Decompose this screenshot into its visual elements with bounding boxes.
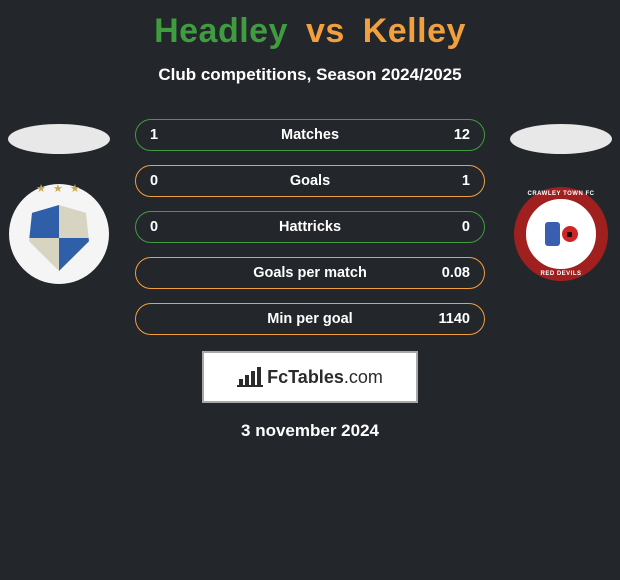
crest-right-outer: CRAWLEY TOWN FC RED DEVILS bbox=[511, 184, 611, 284]
stat-label: Min per goal bbox=[200, 311, 420, 327]
fc-name: FcTables bbox=[267, 367, 344, 387]
crest-ball-icon bbox=[562, 226, 578, 242]
crest-quadrant bbox=[29, 205, 59, 238]
fc-suffix: .com bbox=[344, 367, 383, 387]
stat-left-value: 1 bbox=[150, 127, 200, 143]
bar-chart-icon bbox=[237, 367, 263, 387]
stat-row: 0 Hattricks 0 bbox=[135, 211, 485, 243]
player2-club-crest: CRAWLEY TOWN FC RED DEVILS bbox=[511, 184, 611, 284]
stat-row: 1 Matches 12 bbox=[135, 119, 485, 151]
stat-left-value: 0 bbox=[150, 219, 200, 235]
fctables-badge: FcTables.com bbox=[202, 351, 418, 403]
comparison-card: Headley vs Kelley Club competitions, Sea… bbox=[0, 0, 620, 580]
stat-right-value: 12 bbox=[420, 127, 470, 143]
vs-label: vs bbox=[306, 12, 345, 50]
crest-quadrant bbox=[59, 205, 89, 238]
page-title: Headley vs Kelley bbox=[154, 12, 466, 51]
crest-ring-text-top: CRAWLEY TOWN FC bbox=[511, 191, 611, 197]
ball-pentagon bbox=[567, 232, 572, 237]
crest-inner-content bbox=[541, 217, 581, 251]
stat-label: Matches bbox=[200, 127, 420, 143]
shield-left-icon bbox=[29, 205, 89, 271]
stat-label: Goals bbox=[200, 173, 420, 189]
player1-name: Headley bbox=[154, 12, 288, 50]
crest-bottle-icon bbox=[545, 222, 560, 246]
left-column: ★ ★ ★ bbox=[8, 124, 110, 284]
stat-right-value: 1 bbox=[420, 173, 470, 189]
stat-row: 0 Goals 1 bbox=[135, 165, 485, 197]
stat-row: Min per goal 1140 bbox=[135, 303, 485, 335]
stat-right-value: 1140 bbox=[420, 311, 470, 327]
stat-right-value: 0.08 bbox=[420, 265, 470, 281]
stat-right-value: 0 bbox=[420, 219, 470, 235]
crest-quadrant bbox=[29, 238, 59, 271]
fctables-brand: FcTables.com bbox=[267, 367, 383, 388]
crest-ring-text-bottom: RED DEVILS bbox=[511, 271, 611, 277]
player2-name: Kelley bbox=[363, 12, 466, 50]
subtitle: Club competitions, Season 2024/2025 bbox=[158, 65, 461, 85]
stat-left-value: 0 bbox=[150, 173, 200, 189]
stat-label: Goals per match bbox=[200, 265, 420, 281]
date-label: 3 november 2024 bbox=[241, 421, 379, 441]
player1-photo-placeholder bbox=[8, 124, 110, 154]
stats-table: 1 Matches 12 0 Goals 1 0 Hattricks 0 Goa… bbox=[135, 119, 485, 335]
stat-label: Hattricks bbox=[200, 219, 420, 235]
crest-stars-icon: ★ ★ ★ bbox=[36, 182, 82, 195]
crest-quadrant bbox=[59, 238, 89, 271]
stat-row: Goals per match 0.08 bbox=[135, 257, 485, 289]
player2-photo-placeholder bbox=[510, 124, 612, 154]
right-column: CRAWLEY TOWN FC RED DEVILS bbox=[510, 124, 612, 284]
player1-club-crest: ★ ★ ★ bbox=[9, 184, 109, 284]
crest-inner-icon bbox=[532, 205, 590, 263]
